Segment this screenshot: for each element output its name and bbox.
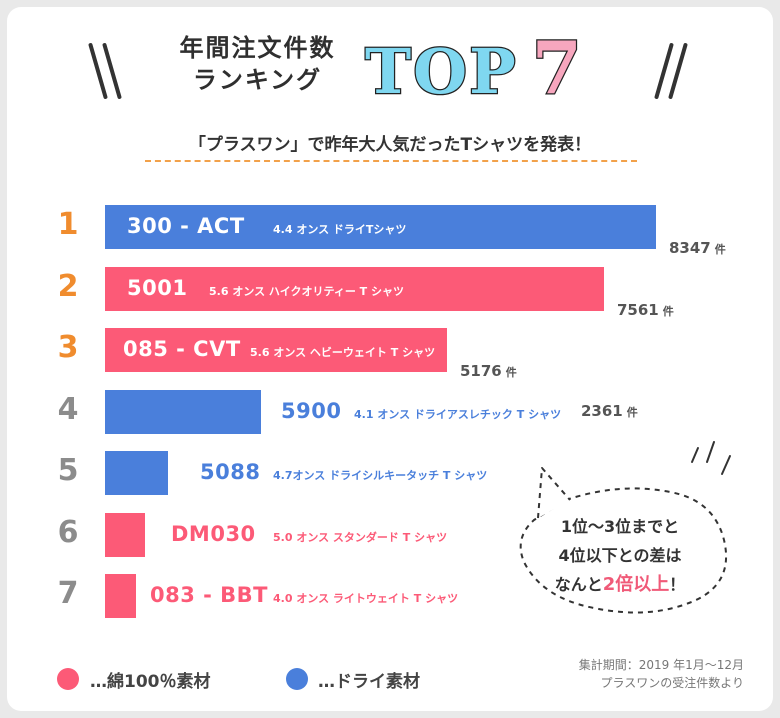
product-code: 083 - BBT <box>150 583 269 607</box>
bubble-line-2: 4位以下との差は <box>558 546 682 565</box>
legend-dry-label: …ドライ素材 <box>318 672 420 692</box>
rank-number: 7 <box>57 576 79 611</box>
order-count: 8347 件 <box>669 239 726 257</box>
order-count-value: 5176 <box>460 362 502 380</box>
product-description: 5.6 オンス ハイクオリティー T シャツ <box>209 284 404 298</box>
period-line-2: プラスワンの受注件数より <box>600 676 744 690</box>
legend-dry-dot <box>286 668 308 690</box>
order-count-value: 8347 <box>669 239 711 257</box>
order-count-unit: 件 <box>626 405 638 419</box>
title-line-2: ランキング <box>192 66 323 94</box>
bubble-line-1: 1位〜3位までと <box>560 517 680 536</box>
product-description: 5.6 オンス ヘビーウェイト T シャツ <box>250 346 436 359</box>
ranking-bar <box>105 512 145 557</box>
product-description: 4.4 オンス ドライTシャツ <box>273 223 407 236</box>
order-count-value: 7561 <box>617 300 659 319</box>
order-count: 2361 件 <box>581 402 638 420</box>
product-code: 300 - ACT <box>127 214 245 238</box>
period-line-1: 集計期間：2019 年1月〜12月 <box>578 658 744 672</box>
legend-cotton-dot <box>57 668 79 690</box>
top7-logo: TOP 7 <box>364 25 584 110</box>
product-description: 4.1 オンス ドライアスレチック T シャツ <box>354 407 562 421</box>
ranking-bar <box>105 266 604 311</box>
bubble-line-3-post: ！ <box>669 575 686 594</box>
product-description: 4.7オンス ドライシルキータッチ T シャツ <box>273 469 488 482</box>
order-count-value: 2361 <box>581 401 623 420</box>
product-description: 4.0 オンス ライトウェイト T シャツ <box>273 592 459 605</box>
bubble-line-3: なんと2倍以上！ <box>515 570 725 599</box>
ranking-bar <box>105 205 656 249</box>
bubble-highlight: 2倍以上 <box>602 574 670 595</box>
rank-number: 6 <box>57 514 79 550</box>
bubble-line-3-pre: なんと <box>554 575 603 594</box>
title-line-1: 年間注文件数 <box>179 34 336 62</box>
rank-number: 4 <box>57 391 79 427</box>
top-number: 7 <box>531 25 584 110</box>
ranking-bar <box>105 574 136 618</box>
ranking-bar <box>105 451 168 495</box>
product-description: 5.0 オンス スタンダード T シャツ <box>273 530 448 544</box>
subtitle-underline <box>145 160 637 162</box>
subtitle: 「プラスワン」で昨年大人気だったTシャツを発表！ <box>188 135 592 155</box>
order-count-unit: 件 <box>714 243 726 256</box>
bubble-message: 1位〜3位までと 4位以下との差は なんと2倍以上！ <box>515 512 725 599</box>
rank-number: 3 <box>57 330 79 365</box>
period-note: 集計期間：2019 年1月〜12月 プラスワンの受注件数より <box>579 656 744 692</box>
order-count-unit: 件 <box>505 366 517 379</box>
rank-number: 5 <box>57 453 79 488</box>
order-count-unit: 件 <box>662 304 674 318</box>
order-count: 7561 件 <box>617 301 674 319</box>
product-code: 5088 <box>200 460 261 484</box>
product-code: DM030 <box>171 521 256 546</box>
page-title: 年間注文件数 ランキング <box>150 32 365 96</box>
legend-cotton-label: …綿100％素材 <box>90 672 211 692</box>
product-code: 085 - CVT <box>123 337 241 361</box>
product-code: 5900 <box>281 398 342 423</box>
rank-number: 1 <box>57 207 79 242</box>
ranking-bar <box>105 389 261 434</box>
top-word: TOP <box>364 34 518 110</box>
product-code: 5001 <box>127 275 188 300</box>
rank-number: 2 <box>57 268 79 304</box>
speech-bubble <box>519 441 731 614</box>
ranking-bar <box>105 328 447 372</box>
order-count: 5176 件 <box>460 362 517 380</box>
